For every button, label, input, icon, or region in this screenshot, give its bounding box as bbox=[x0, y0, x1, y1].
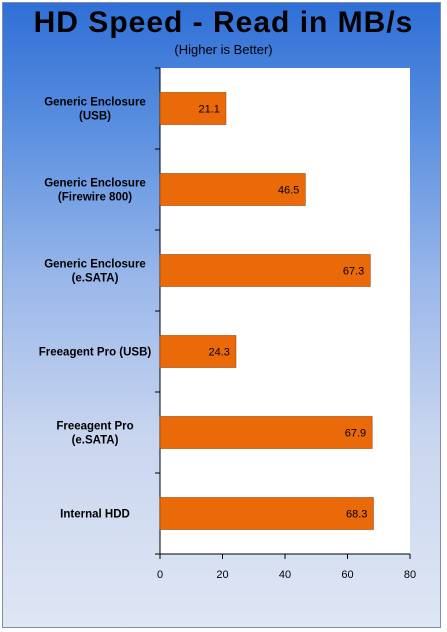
category-label-line: (e.SATA) bbox=[72, 273, 119, 285]
x-tick-label: 0 bbox=[157, 569, 163, 581]
plot-area bbox=[160, 68, 410, 554]
category-label: Freeagent Pro (e.SATA) bbox=[56, 421, 133, 447]
category-label-line: Internal HDD bbox=[60, 509, 130, 521]
category-label-line: Generic Enclosure bbox=[44, 178, 146, 190]
data-label: 24.3 bbox=[209, 347, 230, 359]
category-label: Freeagent Pro (USB) bbox=[39, 347, 152, 359]
category-label-line: Generic Enclosure bbox=[44, 259, 146, 271]
data-label: 67.9 bbox=[345, 428, 366, 440]
data-label: 68.3 bbox=[346, 509, 367, 521]
bar bbox=[159, 416, 373, 449]
category-label: Internal HDD bbox=[60, 509, 130, 521]
category-label-line: Freeagent Pro (USB) bbox=[39, 347, 152, 359]
bar bbox=[159, 497, 374, 530]
bar bbox=[159, 92, 227, 125]
data-label: 67.3 bbox=[343, 266, 364, 278]
category-label-line: Generic Enclosure bbox=[44, 97, 146, 109]
category-label: Generic Enclosure (Firewire 800) bbox=[44, 178, 146, 204]
x-tick-label: 60 bbox=[341, 569, 353, 581]
category-label: Generic Enclosure (e.SATA) bbox=[44, 259, 146, 285]
bar bbox=[159, 335, 237, 368]
chart-subtitle: (Higher is Better) bbox=[174, 42, 273, 57]
category-label: Generic Enclosure (USB) bbox=[44, 97, 146, 123]
data-label: 46.5 bbox=[278, 185, 299, 197]
category-label-line: Freeagent Pro bbox=[56, 421, 133, 433]
bar bbox=[159, 173, 306, 206]
category-label-line: (USB) bbox=[79, 111, 111, 123]
bar bbox=[159, 254, 371, 287]
category-label-line: (Firewire 800) bbox=[58, 192, 132, 204]
category-label-line: (e.SATA) bbox=[72, 435, 119, 447]
x-tick-label: 40 bbox=[279, 569, 291, 581]
chart-title: HD Speed - Read in MB/s bbox=[33, 6, 414, 39]
x-tick-label: 20 bbox=[216, 569, 228, 581]
x-tick-label: 80 bbox=[404, 569, 416, 581]
data-label: 21.1 bbox=[199, 104, 220, 116]
